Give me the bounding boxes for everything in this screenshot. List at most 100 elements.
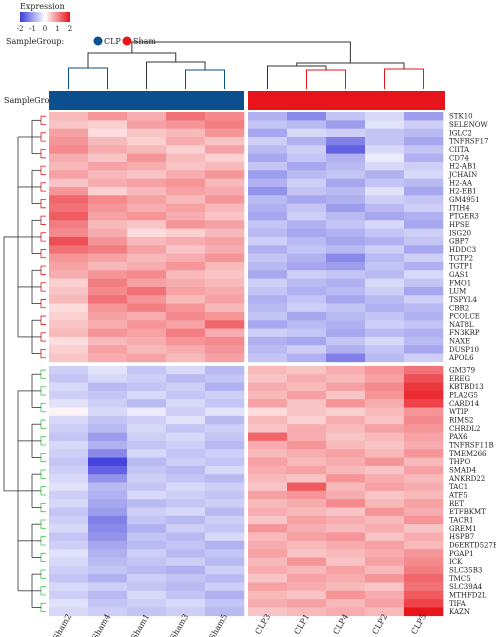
heatmap-cell	[326, 465, 366, 475]
heatmap-cell	[127, 295, 167, 304]
row-label: PTGER3	[449, 213, 479, 221]
heatmap-cell	[88, 465, 128, 475]
heatmap-cell	[404, 557, 444, 567]
heatmap-cell	[404, 399, 444, 408]
dendrogram-link	[267, 65, 327, 89]
dendrogram-link	[40, 552, 46, 563]
heatmap-cell	[88, 320, 128, 329]
heatmap-cell	[88, 145, 128, 154]
heatmap-cell	[287, 482, 327, 492]
heatmap-cell	[326, 328, 366, 338]
heatmap-cell	[248, 253, 288, 263]
heatmap-cell	[287, 574, 327, 583]
heatmap-cell	[205, 490, 245, 500]
heatmap-cell	[205, 432, 245, 442]
heatmap-cell	[326, 407, 366, 417]
heatmap-cell	[326, 557, 366, 567]
heatmap-cell	[326, 345, 366, 354]
heatmap-cell	[205, 540, 245, 550]
heatmap-cell	[127, 582, 167, 592]
heatmap-cell	[404, 415, 444, 425]
heatmap-cell	[127, 382, 167, 392]
heatmap-cell	[127, 457, 167, 467]
heatmap-cell	[404, 220, 444, 229]
heatmap-cell	[287, 415, 327, 425]
heatmap-cell	[49, 128, 89, 138]
dendrogram-link	[185, 69, 225, 89]
heatmap-cell	[365, 278, 405, 288]
heatmap-cell	[127, 540, 167, 550]
row-label: TSPYL4	[449, 296, 477, 304]
heatmap-cell	[166, 465, 206, 475]
heatmap-cell	[88, 607, 128, 617]
heatmap-cell	[127, 186, 167, 196]
heatmap-cell	[127, 253, 167, 263]
heatmap-cell	[326, 607, 366, 617]
row-label: TGTP1	[449, 263, 473, 271]
heatmap-cell	[326, 112, 366, 121]
heatmap-cell	[287, 365, 327, 375]
heatmap-cell	[49, 186, 89, 196]
heatmap-cell	[205, 524, 245, 533]
heatmap-cell	[404, 515, 444, 525]
heatmap-cell	[287, 278, 327, 288]
heatmap-cell	[166, 211, 206, 221]
heatmap-cell	[287, 374, 327, 383]
heatmap-cell	[365, 449, 405, 458]
heatmap-cell	[205, 295, 245, 304]
heatmap-cell	[166, 399, 206, 408]
heatmap-cell	[88, 136, 128, 146]
heatmap-cell	[404, 278, 444, 288]
heatmap-cell	[205, 178, 245, 188]
row-label: TAC1	[449, 483, 468, 491]
heatmap-cell	[287, 524, 327, 533]
heatmap-cell	[248, 365, 288, 375]
dendrogram-link	[40, 115, 46, 125]
heatmap-cell	[326, 507, 366, 517]
heatmap-cell	[127, 565, 167, 575]
legend: Expression -2 -1 0 1 2 SampleGroup: CLP Sham	[6, 2, 156, 46]
heatmap-cell	[49, 565, 89, 575]
heatmap-cell	[127, 440, 167, 450]
heatmap-cell	[166, 336, 206, 346]
row-label: SLC35B3	[449, 566, 482, 574]
heatmap-cell	[49, 540, 89, 550]
heatmap-cell	[326, 145, 366, 154]
heatmap-cell	[365, 499, 405, 508]
dendrogram-link	[40, 419, 46, 429]
dendrogram-link	[384, 68, 424, 89]
heatmap-cell	[205, 449, 245, 458]
heatmap-cell	[127, 424, 167, 433]
heatmap-cell	[404, 195, 444, 204]
heatmap-cell	[166, 203, 206, 213]
heatmap-cell	[205, 145, 245, 154]
heatmap-cell	[287, 128, 327, 138]
heatmap-cell	[166, 136, 206, 146]
heatmap-cell	[248, 557, 288, 567]
heatmap-cell	[88, 507, 128, 517]
heatmap-cell	[365, 303, 405, 313]
heatmap-cell	[326, 295, 366, 304]
heatmap-cell	[88, 540, 128, 550]
heatmap-cell	[248, 278, 288, 288]
heatmap-cell	[127, 245, 167, 254]
heatmap-cell	[404, 440, 444, 450]
heatmap-cell	[88, 295, 128, 304]
heatmap-cell	[127, 320, 167, 329]
heatmap-cell	[49, 145, 89, 154]
heatmap-cell	[248, 195, 288, 204]
heatmap-cell	[287, 245, 327, 254]
heatmap-cell	[287, 178, 327, 188]
heatmap-cell	[404, 320, 444, 329]
row-label: MTHFD2L	[449, 591, 487, 599]
row-label: ISG20	[449, 229, 471, 237]
heatmap-cell	[326, 286, 366, 296]
heatmap-cell	[49, 590, 89, 600]
heatmap-cell	[166, 515, 206, 525]
heatmap-cell	[166, 128, 206, 138]
heatmap-cell	[88, 407, 128, 417]
heatmap-cell	[248, 128, 288, 138]
heatmap-cell	[88, 432, 128, 442]
heatmap-cell	[287, 336, 327, 346]
heatmap-cell	[205, 170, 245, 179]
